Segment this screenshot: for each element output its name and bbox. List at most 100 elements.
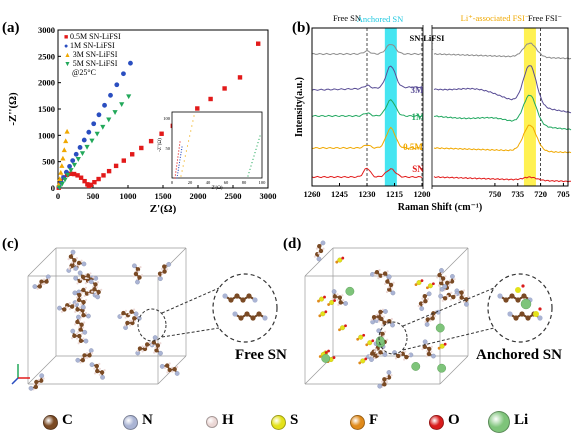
- carbon-atom: [442, 296, 448, 301]
- hydrogen-atom: [385, 376, 388, 379]
- nitrogen-atom: [497, 293, 503, 299]
- inset-point: [190, 130, 192, 132]
- hydrogen-atom: [67, 258, 70, 261]
- inset-x-tick: 60: [224, 180, 229, 185]
- nitrogen-atom: [422, 339, 428, 345]
- legend-label: 0.5M SN-LiFSI: [69, 32, 121, 41]
- hydrogen-atom: [75, 296, 79, 299]
- hydrogen-atom: [453, 278, 456, 281]
- nitrogen-atom: [100, 374, 105, 380]
- nitrogen-atom: [222, 293, 228, 299]
- nitrogen-atom: [70, 328, 76, 334]
- nitrogen-atom: [70, 249, 76, 255]
- carbon-atom: [449, 279, 455, 284]
- fluorine-atom: [327, 303, 331, 306]
- hydrogen-atom: [154, 346, 157, 349]
- sulfur-atom: [515, 287, 521, 293]
- hydrogen-atom: [385, 290, 389, 294]
- inset-point: [189, 135, 191, 137]
- zoom-circle: [487, 273, 553, 343]
- hydrogen-atom: [436, 276, 439, 279]
- anchored-sn-simulation-box: [304, 240, 553, 389]
- data-point: [101, 173, 106, 178]
- x-tick-label: 1000: [120, 191, 137, 201]
- hydrogen-atom: [68, 302, 71, 305]
- carbon-atom: [137, 346, 143, 351]
- nitrogen-atom: [81, 261, 87, 267]
- nitrogen-atom: [152, 335, 158, 340]
- x-axis-label: Z'(Ω): [150, 203, 177, 215]
- inset-point: [254, 152, 256, 154]
- hydrogen-atom: [71, 261, 74, 264]
- inset-point: [175, 171, 177, 173]
- hydrogen-atom: [448, 279, 451, 282]
- inset-point: [250, 165, 252, 167]
- nitrogen-atom: [376, 328, 382, 334]
- fluorine-atom: [335, 260, 339, 264]
- data-point: [68, 168, 74, 173]
- nitrogen-atom: [39, 373, 45, 379]
- carbon-atom: [234, 293, 240, 299]
- hydrogen-atom: [103, 369, 106, 372]
- nitrogen-atom: [390, 290, 396, 296]
- hydrogen-atom: [80, 303, 83, 306]
- spectrum-line: [311, 99, 423, 118]
- nitrogen-atom: [232, 311, 238, 317]
- carbon-atom: [238, 315, 244, 321]
- hydrogen-atom: [78, 325, 81, 329]
- hydrogen-atom: [124, 324, 127, 327]
- hydrogen-atom: [75, 301, 78, 304]
- atom-li-icon: [488, 411, 510, 433]
- atom-n-label: N: [142, 412, 153, 428]
- x-tick-label: 1500: [155, 191, 172, 201]
- carbon-atom: [92, 287, 97, 292]
- hydrogen-atom: [91, 290, 94, 293]
- hydrogen-atom: [377, 353, 380, 356]
- data-point: [70, 158, 76, 164]
- hydrogen-atom: [80, 291, 83, 294]
- carbon-atom: [445, 280, 450, 286]
- y-tick-label: 0: [51, 183, 55, 193]
- data-point: [222, 86, 227, 91]
- fluorine-atom: [318, 314, 322, 318]
- data-point: [121, 71, 126, 77]
- inset-y-label: -Z''(Ω): [158, 138, 163, 152]
- carbon-atom: [422, 294, 427, 299]
- carbon-atom: [387, 287, 392, 292]
- lithium-atom: [345, 286, 355, 296]
- hydrogen-atom: [137, 270, 140, 273]
- atom-h-icon: [206, 416, 218, 428]
- hydrogen-atom: [429, 314, 433, 317]
- hydrogen-atom: [43, 282, 46, 286]
- hydrogen-atom: [163, 366, 166, 370]
- data-point: [130, 152, 135, 157]
- carbon-atom: [137, 275, 142, 280]
- nitrogen-atom: [132, 263, 137, 269]
- hydrogen-atom: [84, 298, 88, 302]
- data-point: [100, 124, 106, 130]
- spectrum-line: [311, 44, 423, 56]
- hydrogen-atom: [156, 274, 159, 278]
- fluorine-atom: [338, 328, 341, 332]
- inset-point: [185, 150, 188, 152]
- hydrogen-atom: [417, 304, 420, 308]
- hydrogen-atom: [315, 247, 319, 250]
- nitrogen-atom: [83, 338, 89, 344]
- data-point: [119, 102, 125, 108]
- inset-point: [257, 142, 259, 144]
- inset-point: [174, 177, 176, 179]
- carbon-atom: [130, 320, 135, 326]
- nitrogen-atom: [57, 305, 62, 311]
- nitrogen-atom: [86, 313, 91, 319]
- hydrogen-atom: [430, 345, 433, 348]
- hydrogen-atom: [422, 302, 425, 305]
- carbon-atom: [129, 309, 134, 314]
- hydrogen-atom: [448, 284, 451, 287]
- nitrogen-atom: [262, 315, 268, 321]
- hydrogen-atom: [390, 374, 393, 377]
- nitrogen-atom: [316, 256, 322, 262]
- carbon-atom: [378, 273, 383, 278]
- nitrogen-atom: [45, 274, 51, 280]
- data-point: [106, 117, 112, 123]
- carbon-atom: [162, 269, 167, 274]
